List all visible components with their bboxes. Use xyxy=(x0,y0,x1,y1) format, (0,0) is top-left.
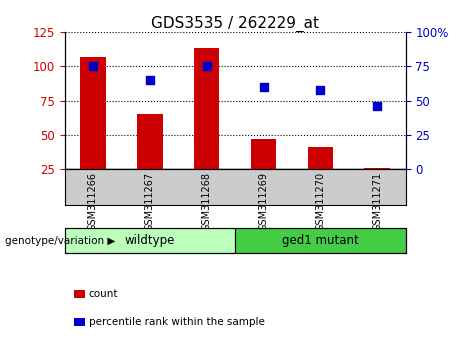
Text: GSM311271: GSM311271 xyxy=(372,172,382,231)
Title: GDS3535 / 262229_at: GDS3535 / 262229_at xyxy=(151,16,319,32)
Text: ged1 mutant: ged1 mutant xyxy=(282,234,359,247)
Bar xyxy=(137,114,163,169)
Text: genotype/variation ▶: genotype/variation ▶ xyxy=(5,236,115,246)
Text: GSM311268: GSM311268 xyxy=(201,172,212,231)
Text: wildtype: wildtype xyxy=(124,234,175,247)
Text: GSM311270: GSM311270 xyxy=(315,172,325,231)
Point xyxy=(203,63,210,69)
Bar xyxy=(307,147,333,169)
Point xyxy=(146,77,154,83)
Bar xyxy=(251,139,276,169)
Bar xyxy=(365,168,390,169)
Text: GSM311266: GSM311266 xyxy=(88,172,98,231)
Bar xyxy=(80,57,106,169)
Point xyxy=(317,87,324,92)
Text: GSM311269: GSM311269 xyxy=(259,172,269,231)
Text: GSM311267: GSM311267 xyxy=(145,172,155,231)
Point xyxy=(89,63,97,69)
Point xyxy=(260,84,267,90)
Text: count: count xyxy=(89,289,118,299)
Point xyxy=(373,103,381,109)
Text: percentile rank within the sample: percentile rank within the sample xyxy=(89,317,265,327)
Bar xyxy=(194,48,219,169)
